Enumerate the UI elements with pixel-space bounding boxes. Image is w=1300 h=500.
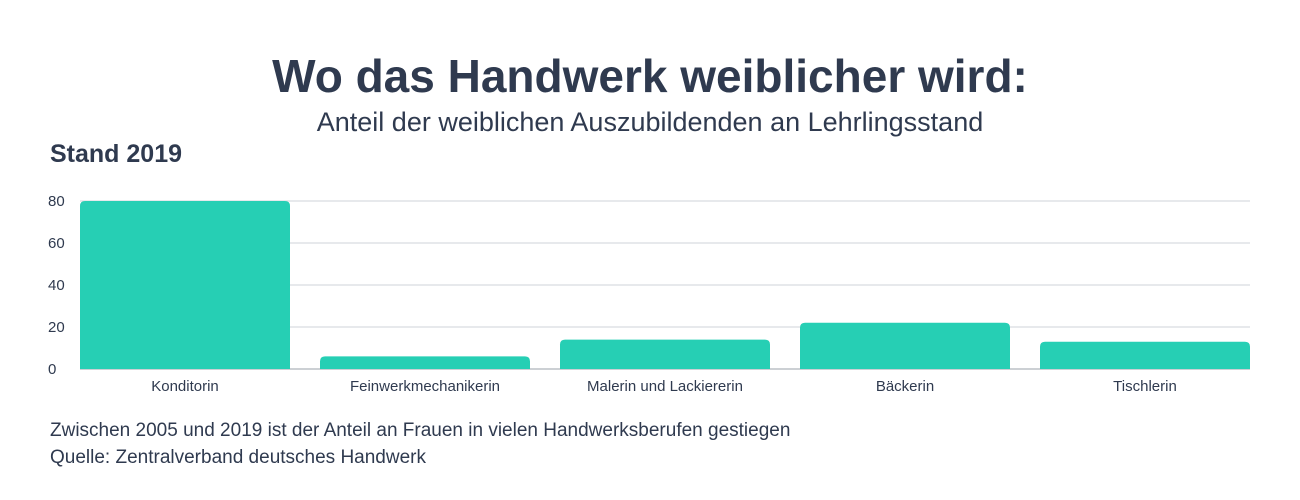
footer-note: Zwischen 2005 und 2019 ist der Anteil an… bbox=[50, 420, 791, 441]
stand-label: Stand 2019 bbox=[50, 140, 183, 168]
y-tick-label: 40 bbox=[48, 277, 65, 294]
x-tick-label: Bäckerin bbox=[876, 378, 934, 395]
bar bbox=[800, 322, 1010, 369]
y-tick-label: 80 bbox=[48, 193, 65, 210]
chart-title: Wo das Handwerk weiblicher wird: bbox=[272, 50, 1028, 102]
y-tick-label: 20 bbox=[48, 319, 65, 336]
bar bbox=[560, 339, 770, 369]
x-tick-label: Konditorin bbox=[151, 378, 219, 395]
y-tick-label: 60 bbox=[48, 235, 65, 252]
y-tick-label: 0 bbox=[48, 361, 56, 378]
x-tick-label: Feinwerkmechanikerin bbox=[350, 378, 500, 395]
chart-subtitle: Anteil der weiblichen Auszubildenden an … bbox=[316, 107, 984, 137]
bar bbox=[320, 356, 530, 369]
footer-source: Quelle: Zentralverband deutsches Handwer… bbox=[50, 447, 426, 468]
bar bbox=[1040, 341, 1250, 369]
bar bbox=[80, 201, 290, 369]
x-tick-label: Malerin und Lackiererin bbox=[587, 378, 743, 395]
x-tick-label: Tischlerin bbox=[1113, 378, 1177, 395]
